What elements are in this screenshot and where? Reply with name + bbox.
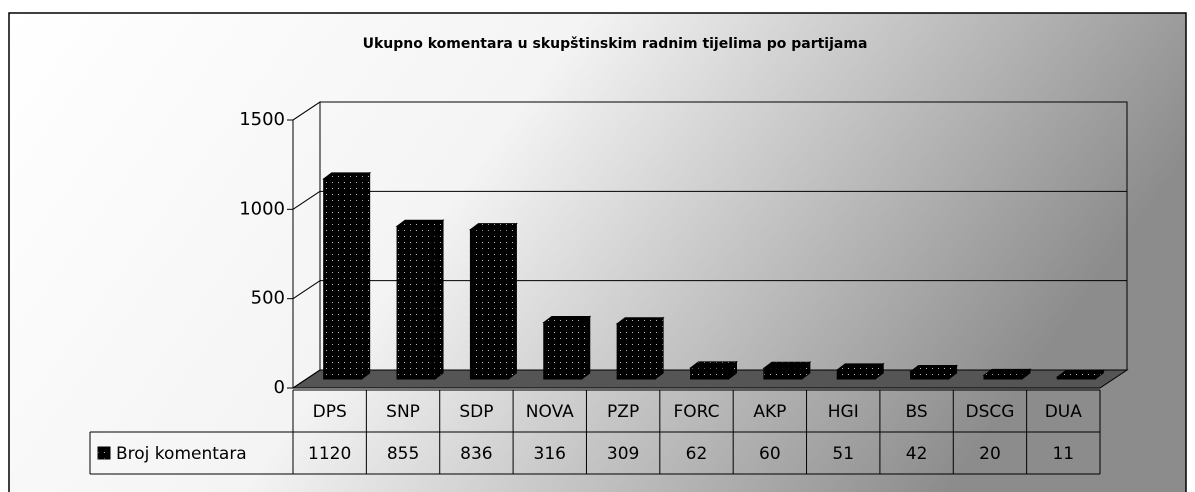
bar-side	[728, 360, 737, 380]
bar-front	[543, 322, 583, 380]
bar-front	[690, 367, 729, 380]
bar-front	[396, 225, 436, 380]
category-label: DSCG	[965, 402, 1014, 422]
bar-side	[1094, 370, 1104, 380]
y-tick-label: 1500	[239, 109, 285, 130]
chart-title: Ukupno komentara u skupštinskim radnim t…	[363, 36, 868, 52]
table-value: 20	[979, 444, 1001, 464]
bar-side	[801, 361, 811, 380]
category-label: DPS	[313, 402, 347, 422]
bar-side	[361, 171, 371, 380]
bar-front	[323, 178, 363, 380]
y-tick-label: 1000	[239, 198, 285, 219]
table-value: 309	[607, 444, 639, 464]
bar	[468, 222, 518, 380]
category-label: DUA	[1045, 402, 1083, 422]
grid-line	[292, 280, 321, 300]
legend-key	[97, 446, 111, 460]
bar	[982, 368, 1032, 380]
category-label: FORC	[674, 402, 720, 422]
bar	[835, 362, 885, 380]
category-label: BS	[906, 402, 928, 422]
bar-side	[581, 315, 591, 380]
bar	[322, 171, 372, 380]
bar	[542, 315, 592, 380]
bar-side	[948, 364, 958, 380]
bar-front	[469, 229, 509, 380]
bar-side	[507, 222, 517, 380]
chart-area	[8, 12, 1187, 492]
grid-line	[292, 101, 321, 121]
category-label: SNP	[386, 402, 420, 422]
table-value: 316	[534, 444, 566, 464]
bar	[395, 219, 445, 380]
grid-line	[292, 369, 321, 389]
bar-front	[983, 374, 1023, 380]
table-value: 855	[387, 444, 419, 464]
bar	[762, 361, 812, 380]
table-value: 51	[832, 444, 854, 464]
category-label: PZP	[607, 402, 639, 422]
bar-front	[616, 323, 656, 380]
bar-side	[874, 362, 884, 380]
bar-front	[836, 369, 876, 380]
table-value: 11	[1052, 444, 1074, 464]
bar-side	[434, 219, 444, 380]
legend-label: Broj komentara	[116, 444, 247, 464]
bar-front	[763, 367, 803, 380]
table-value: 60	[759, 444, 781, 464]
bar	[909, 364, 959, 380]
table-value: 1120	[308, 444, 351, 464]
table-value: 42	[906, 444, 928, 464]
category-label: NOVA	[526, 402, 574, 422]
bar-side	[654, 316, 664, 380]
y-tick-label: 500	[251, 288, 285, 309]
category-label: HGI	[828, 402, 859, 422]
bar	[1055, 370, 1105, 380]
bar-front	[910, 370, 950, 380]
table-value: 836	[460, 444, 492, 464]
bar	[689, 360, 738, 380]
table-value: 62	[686, 444, 708, 464]
bar-side	[1021, 368, 1031, 380]
bar	[615, 316, 665, 380]
category-label: AKP	[753, 402, 786, 422]
y-tick-label: 0	[274, 377, 285, 398]
category-label: SDP	[459, 402, 493, 422]
grid-line	[292, 190, 321, 210]
